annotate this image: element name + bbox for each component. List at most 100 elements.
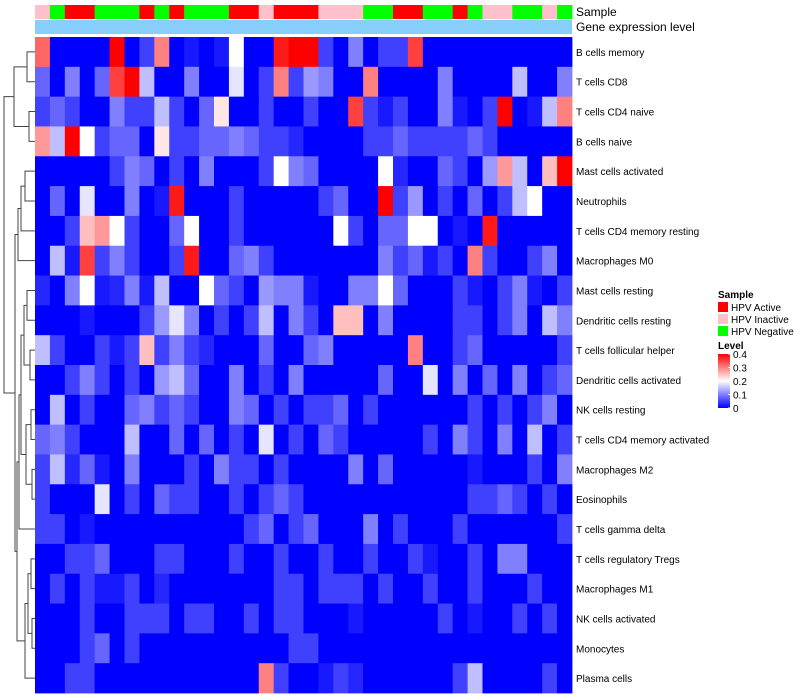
- heatmap-cell: [199, 454, 215, 485]
- heatmap-cell: [333, 305, 349, 336]
- heatmap-cell: [467, 215, 483, 247]
- heatmap-cell: [333, 215, 349, 247]
- heatmap-cell: [94, 603, 110, 634]
- row-dendrogram: [3, 51, 35, 679]
- legend-title-sample: Sample: [718, 290, 754, 301]
- heatmap-cell: [452, 186, 468, 217]
- heatmap-cell: [407, 186, 424, 217]
- heatmap-cell: [228, 543, 245, 575]
- heatmap-cell: [318, 66, 334, 98]
- heatmap-cell: [258, 424, 275, 455]
- heatmap-cell: [407, 514, 424, 545]
- heatmap-cell: [184, 454, 200, 485]
- heatmap-cell: [467, 245, 483, 276]
- heatmap-cell: [154, 96, 170, 127]
- heatmap-cell: [214, 365, 230, 396]
- heatmap-cell: [333, 394, 349, 426]
- heatmap-cell: [542, 66, 558, 98]
- heatmap-cell: [258, 543, 275, 575]
- heatmap-cell: [482, 424, 498, 455]
- heatmap-cell: [467, 514, 483, 545]
- heatmap-cell: [273, 573, 289, 604]
- row-label: T cells regulatory Tregs: [576, 555, 680, 566]
- heatmap-cell: [288, 514, 304, 545]
- heatmap-cell: [333, 126, 349, 157]
- heatmap-cell: [363, 245, 379, 276]
- heatmap-cell: [169, 514, 185, 545]
- heatmap-cell: [527, 305, 543, 336]
- heatmap-cell: [497, 663, 513, 694]
- heatmap-cell: [228, 305, 245, 336]
- heatmap-cell: [363, 335, 379, 366]
- heatmap-cell: [422, 215, 439, 247]
- heatmap-cell: [258, 603, 275, 634]
- heatmap-cell: [318, 663, 334, 694]
- heatmap-cell: [139, 335, 155, 366]
- heatmap-cell: [378, 454, 394, 485]
- heatmap-cell: [393, 543, 409, 575]
- heatmap-cell: [214, 424, 230, 455]
- heatmap-cell: [139, 245, 155, 276]
- heatmap-cell: [124, 424, 140, 455]
- heatmap-cell: [49, 66, 66, 98]
- legend-tick-label: 0.2: [733, 377, 747, 388]
- heatmap-cell: [557, 454, 573, 485]
- heatmap-cell: [49, 37, 66, 68]
- heatmap-cell: [79, 543, 96, 575]
- heatmap-cell: [79, 215, 96, 247]
- heatmap-cell: [184, 335, 200, 366]
- heatmap-cell: [527, 66, 543, 98]
- heatmap-cell: [542, 186, 558, 217]
- dendrogram-branch: [26, 289, 35, 321]
- heatmap-cell: [318, 245, 334, 276]
- heatmap-cell: [318, 186, 334, 217]
- heatmap-cell: [124, 335, 140, 366]
- heatmap-cell: [184, 603, 200, 634]
- heatmap-cell: [184, 66, 200, 98]
- legend-swatch: [718, 302, 728, 312]
- heatmap-cell: [169, 96, 185, 127]
- heatmap-cell: [348, 484, 364, 515]
- heatmap-cell: [49, 543, 66, 575]
- sample-annotation-cell: [512, 5, 528, 19]
- heatmap-cell: [64, 156, 81, 187]
- heatmap-cell: [542, 394, 558, 426]
- heatmap-cell: [512, 156, 528, 187]
- heatmap-cell: [512, 603, 528, 634]
- heatmap-cell: [79, 335, 96, 366]
- heatmap-cell: [35, 156, 51, 187]
- heatmap-cell: [169, 335, 185, 366]
- sample-annotation-cell: [467, 5, 483, 19]
- heatmap-cell: [169, 633, 185, 664]
- heatmap-cell: [243, 663, 260, 694]
- heatmap-cell: [243, 633, 260, 664]
- heatmap-cell: [109, 663, 125, 694]
- heatmap-cell: [437, 454, 454, 485]
- heatmap-cell: [437, 96, 454, 127]
- heatmap-cell: [557, 663, 573, 694]
- heatmap-cell: [214, 514, 230, 545]
- heatmap-cell: [124, 514, 140, 545]
- heatmap-cell: [64, 633, 81, 664]
- heatmap-cell: [407, 126, 424, 157]
- heatmap-cell: [512, 394, 528, 426]
- heatmap-cell: [452, 66, 468, 98]
- heatmap-cell: [303, 96, 319, 127]
- sample-annotation-cell: [139, 5, 155, 19]
- heatmap-cell: [407, 365, 424, 396]
- heatmap-cell: [437, 126, 454, 157]
- heatmap-cell: [527, 156, 543, 187]
- heatmap-cell: [437, 305, 454, 336]
- heatmap-cell: [482, 633, 498, 664]
- heatmap-cell: [303, 245, 319, 276]
- heatmap-cell: [139, 424, 155, 455]
- heatmap-cell: [422, 245, 439, 276]
- heatmap-cell: [393, 275, 409, 306]
- heatmap-cell: [318, 633, 334, 664]
- heatmap-cell: [94, 514, 110, 545]
- heatmap-cell: [228, 394, 245, 426]
- dendrogram-branch: [30, 409, 35, 441]
- heatmap-cell: [35, 96, 51, 127]
- heatmap-cell: [79, 603, 96, 634]
